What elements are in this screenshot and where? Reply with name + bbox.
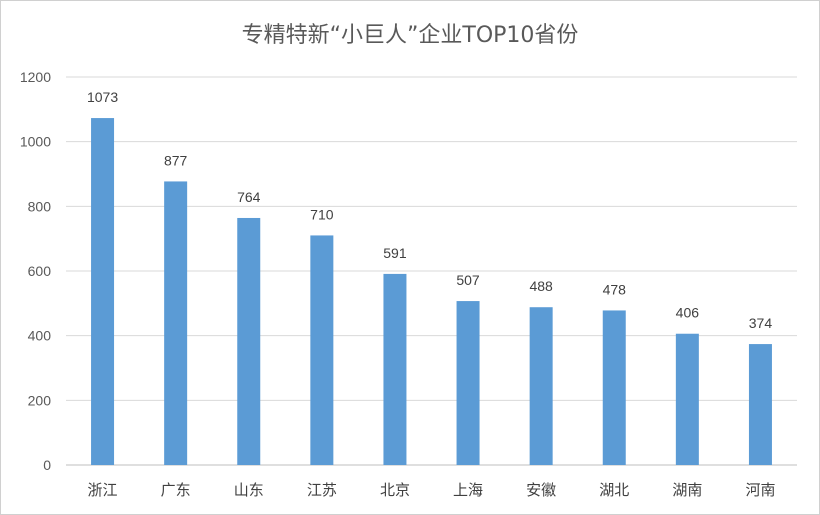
bars — [91, 118, 772, 466]
x-category-label: 湖南 — [672, 481, 702, 499]
bar[interactable] — [237, 217, 261, 465]
y-tick-label: 1000 — [20, 134, 51, 150]
bar[interactable] — [456, 301, 480, 465]
bar[interactable] — [602, 310, 626, 465]
data-label: 877 — [164, 152, 188, 168]
x-category-label: 江苏 — [307, 481, 337, 499]
bar[interactable] — [91, 118, 115, 466]
y-tick-label: 400 — [28, 328, 52, 344]
y-tick-label: 600 — [28, 263, 52, 279]
y-tick-label: 0 — [43, 457, 51, 473]
data-label: 1073 — [87, 89, 118, 105]
bar[interactable] — [164, 181, 188, 466]
y-axis-ticks: 0 200 400 600 800 1000 1200 — [20, 69, 51, 473]
data-label: 591 — [383, 245, 407, 261]
data-label: 507 — [456, 272, 480, 288]
x-category-label: 河南 — [745, 481, 775, 499]
x-category-label: 北京 — [380, 481, 410, 499]
y-tick-label: 200 — [28, 392, 52, 408]
y-tick-label: 800 — [28, 198, 52, 214]
chart-title: 专精特新“小巨人”企业TOP10省份 — [242, 23, 579, 48]
bar[interactable] — [529, 307, 553, 465]
bar[interactable] — [748, 344, 772, 465]
x-category-label: 安徽 — [526, 481, 556, 499]
data-label: 488 — [529, 278, 553, 294]
data-label: 374 — [749, 315, 773, 331]
data-label: 764 — [237, 189, 261, 205]
bar[interactable] — [675, 333, 699, 465]
gridlines — [66, 76, 797, 466]
x-axis-categories: 浙江 广东 山东 江苏 北京 上海 安徽 湖北 湖南 河南 — [88, 481, 776, 499]
x-category-label: 上海 — [453, 481, 483, 499]
data-label: 710 — [310, 206, 334, 222]
x-category-label: 山东 — [234, 481, 264, 499]
x-category-label: 浙江 — [88, 481, 118, 499]
data-label: 478 — [603, 281, 627, 297]
bar[interactable] — [310, 235, 334, 465]
x-category-label: 湖北 — [599, 481, 629, 499]
x-category-label: 广东 — [161, 481, 191, 499]
data-label: 406 — [676, 305, 700, 321]
bar[interactable] — [383, 273, 407, 465]
data-labels: 1073 877 764 710 591 507 488 478 406 374 — [87, 89, 772, 331]
y-tick-label: 1200 — [20, 69, 51, 85]
